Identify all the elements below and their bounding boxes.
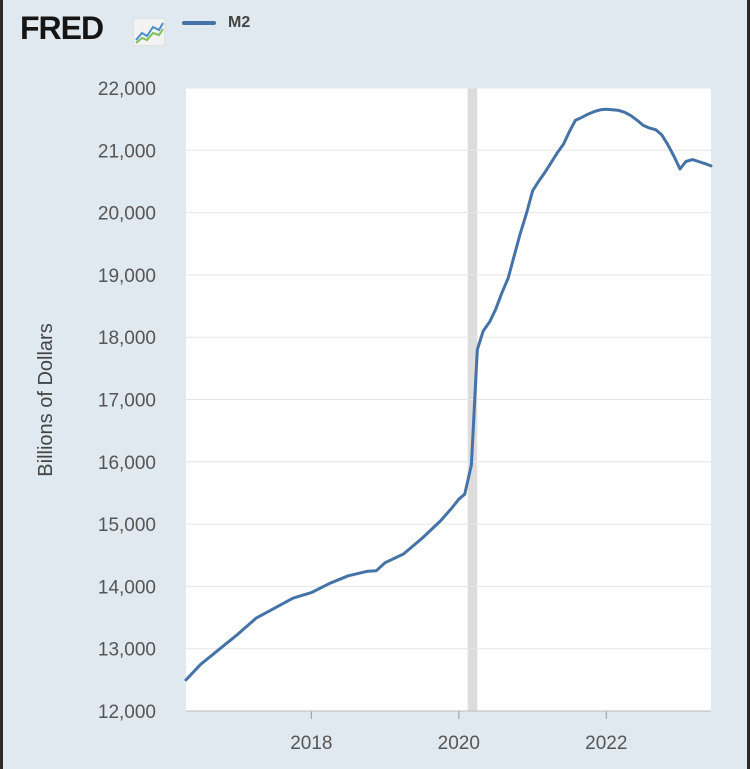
y-tick-label: 22,000 — [98, 79, 156, 100]
legend-swatch-m2 — [182, 21, 216, 25]
y-tick-label: 19,000 — [98, 266, 156, 287]
x-tick-label: 2020 — [438, 733, 480, 754]
series-line-m2 — [184, 107, 713, 682]
y-axis-label: Billions of Dollars — [35, 323, 57, 476]
y-tick-label: 12,000 — [98, 702, 156, 723]
x-tick-label: 2018 — [290, 733, 332, 754]
y-tick-label: 17,000 — [98, 391, 156, 412]
y-tick-label: 14,000 — [98, 577, 156, 598]
x-tick-label: 2022 — [585, 733, 627, 754]
line-chart-icon — [133, 18, 165, 46]
y-tick-label: 20,000 — [98, 204, 156, 225]
y-tick-label: 13,000 — [98, 640, 156, 661]
y-tick-label: 21,000 — [98, 141, 156, 162]
y-tick-label: 15,000 — [98, 515, 156, 536]
fred-logo-text: FRED — [20, 10, 104, 46]
y-tick-label: 16,000 — [98, 453, 156, 474]
legend-label-m2: M2 — [228, 14, 251, 31]
chart-legend: M2 — [182, 14, 250, 32]
y-tick-label: 18,000 — [98, 328, 156, 349]
